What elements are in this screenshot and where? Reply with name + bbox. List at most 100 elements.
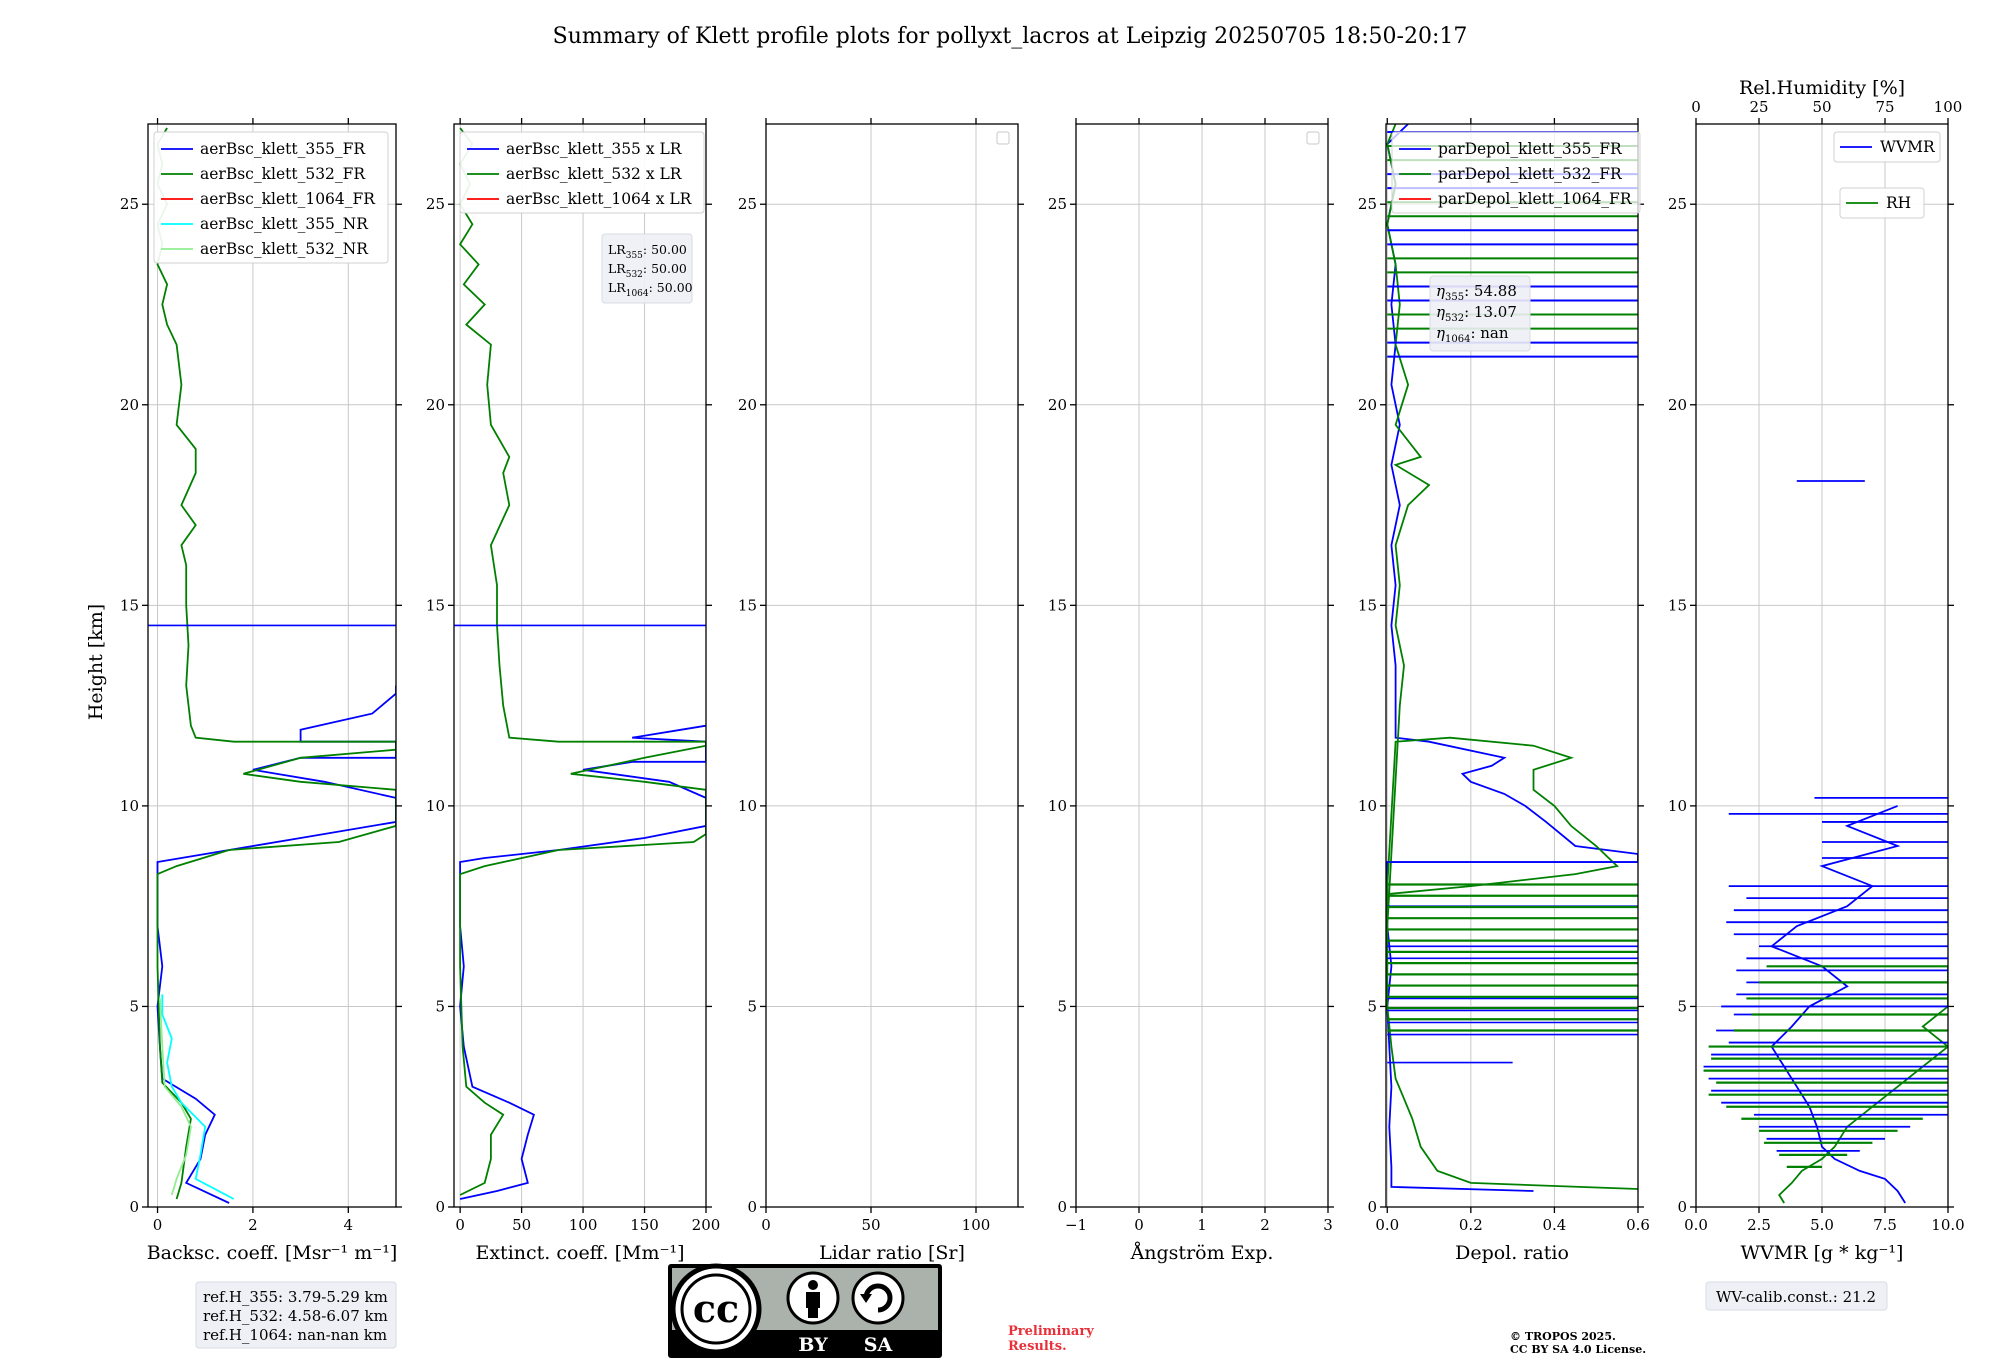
copyright-line-1: © TROPOS 2025. xyxy=(1510,1330,1616,1343)
xtick-label-ext: 0 xyxy=(455,1216,465,1234)
legend-ext: aerBsc_klett_355 x LR aerBsc_klett_532 x … xyxy=(459,131,705,214)
ytick-label-ang: 0 xyxy=(1057,1198,1067,1216)
ytick-label-depol: 0 xyxy=(1367,1198,1377,1216)
series-aerBsc_klett_355_NR xyxy=(161,994,235,1200)
xtick-label-ang: −1 xyxy=(1065,1216,1087,1234)
axes-frame-depol xyxy=(1385,123,1639,1208)
xtick-label-depol: 0.4 xyxy=(1542,1216,1566,1234)
ytick-label-ext: 25 xyxy=(426,195,445,213)
xtick-label-ext: 50 xyxy=(512,1216,531,1234)
xtick-label-depol: 0.2 xyxy=(1459,1216,1483,1234)
legend-bsc: aerBsc_klett_355_FR aerBsc_klett_532_FRae… xyxy=(153,131,389,264)
xtick-label-wv: 7.5 xyxy=(1873,1216,1897,1234)
ytick-label-lr: 15 xyxy=(738,596,757,614)
refh-532: ref.H_532: 4.58-6.07 km xyxy=(203,1307,388,1325)
ytick-label-ang: 5 xyxy=(1057,997,1067,1015)
ytick-label-ext: 5 xyxy=(435,997,445,1015)
legend-label: WVMR xyxy=(1880,138,1936,156)
xtick-label-depol: 0.6 xyxy=(1626,1216,1650,1234)
ytick-label-wv: 20 xyxy=(1668,396,1687,414)
series-aerBsc_klett_532_NR xyxy=(159,998,192,1196)
legend-label: parDepol_klett_355_FR xyxy=(1438,140,1623,158)
top-xtick-label: 75 xyxy=(1875,98,1894,116)
ytick-label-bsc: 10 xyxy=(120,797,139,815)
legend-WVMR: WVMR xyxy=(1833,131,1941,163)
refh-1064: ref.H_1064: nan-nan km xyxy=(203,1326,387,1344)
preliminary-line-2: Results. xyxy=(1008,1339,1067,1354)
legend-label: aerBsc_klett_532_FR xyxy=(200,165,366,183)
ytick-label-bsc: 20 xyxy=(120,396,139,414)
top-xtick-label: 100 xyxy=(1934,98,1963,116)
ytick-label-bsc: 0 xyxy=(129,1198,139,1216)
series-WVMR xyxy=(1769,805,1906,1204)
xtick-label-ang: 2 xyxy=(1260,1216,1270,1234)
ytick-label-lr: 20 xyxy=(738,396,757,414)
empty-legend-box xyxy=(1306,131,1320,145)
ytick-label-wv: 0 xyxy=(1677,1198,1687,1216)
xtick-label-bsc: 2 xyxy=(248,1216,258,1234)
axes-frame-lr xyxy=(765,123,1019,1208)
xtick-label-wv: 5.0 xyxy=(1810,1216,1834,1234)
preliminary-line-1: Preliminary xyxy=(1008,1324,1094,1339)
series-aerBsc_klett_355_FR xyxy=(156,685,396,1204)
series-aerBsc_klett_532_FR xyxy=(156,127,396,1200)
annotation-line: LR532: 50.00 xyxy=(608,261,687,280)
legend-label: aerBsc_klett_355 x LR xyxy=(506,140,683,158)
xtick-label-ext: 100 xyxy=(569,1216,598,1234)
legend-label: aerBsc_klett_1064 x LR xyxy=(506,190,693,208)
ytick-label-ext: 15 xyxy=(426,596,445,614)
empty-legend-box xyxy=(996,131,1010,145)
ytick-label-bsc: 15 xyxy=(120,596,139,614)
annotation-line: η1064: nan xyxy=(1436,324,1509,345)
annotation-line: η532: 13.07 xyxy=(1436,303,1517,324)
xtick-label-lr: 0 xyxy=(761,1216,771,1234)
wv-calibration-constant: WV-calib.const.: 21.2 xyxy=(1716,1288,1876,1306)
ytick-label-wv: 10 xyxy=(1668,797,1687,815)
panel-bsc: 0 5 10 15 20 25 0 2 4 Backsc. coeff. [Msr⁻¹ m⁻¹] a… xyxy=(120,118,402,1264)
legend-label: aerBsc_klett_355_NR xyxy=(200,215,369,233)
ytick-label-depol: 10 xyxy=(1358,797,1377,815)
legend-label: aerBsc_klett_355_FR xyxy=(200,140,366,158)
x-axis-label-wv: WVMR [g * kg⁻¹] xyxy=(1741,1242,1904,1264)
ytick-label-depol: 15 xyxy=(1358,596,1377,614)
ytick-label-ang: 20 xyxy=(1048,396,1067,414)
ytick-label-depol: 20 xyxy=(1358,396,1377,414)
axes-frame-bsc xyxy=(147,123,397,1208)
top-xtick-label: 0 xyxy=(1691,98,1701,116)
x-axis-label-ang: Ångström Exp. xyxy=(1130,1242,1274,1264)
xtick-label-ext: 150 xyxy=(630,1216,659,1234)
ytick-label-bsc: 5 xyxy=(129,997,139,1015)
xtick-label-ang: 1 xyxy=(1197,1216,1207,1234)
legend-label: RH xyxy=(1886,194,1911,212)
xtick-label-lr: 100 xyxy=(962,1216,991,1234)
wv-calibration-box: WV-calib.const.: 21.2 xyxy=(1705,1281,1888,1311)
top-x-axis-label: Rel.Humidity [%] xyxy=(1739,77,1905,99)
legend-label: parDepol_klett_532_FR xyxy=(1438,165,1623,183)
legend-label: aerBsc_klett_1064_FR xyxy=(200,190,376,208)
panel-depol: 0 5 10 15 20 25 0.0 0.2 0.4 0.6 Depol. ratio parDep… xyxy=(1358,118,1650,1264)
xtick-label-depol: 0.0 xyxy=(1375,1216,1399,1234)
annotation-line: η355: 54.88 xyxy=(1436,282,1517,303)
x-axis-label-lr: Lidar ratio [Sr] xyxy=(819,1242,965,1264)
x-axis-label-depol: Depol. ratio xyxy=(1455,1242,1569,1264)
xtick-label-wv: 2.5 xyxy=(1747,1216,1771,1234)
series-parDepol_klett_355_FR xyxy=(1386,124,1638,1192)
ytick-label-bsc: 25 xyxy=(120,195,139,213)
ytick-label-ang: 10 xyxy=(1048,797,1067,815)
legend-label: aerBsc_klett_532_NR xyxy=(200,240,369,258)
x-axis-label-ext: Extinct. coeff. [Mm⁻¹] xyxy=(475,1242,684,1264)
legend-RH: RH xyxy=(1839,187,1925,219)
data-wv xyxy=(1703,480,1948,1204)
cc-by-sa-badge: cc BY SA xyxy=(668,1263,942,1358)
ytick-label-lr: 0 xyxy=(747,1198,757,1216)
xtick-label-lr: 50 xyxy=(861,1216,880,1234)
xtick-label-bsc: 4 xyxy=(344,1216,354,1234)
xtick-label-bsc: 0 xyxy=(153,1216,163,1234)
ytick-label-ext: 20 xyxy=(426,396,445,414)
ytick-label-wv: 5 xyxy=(1677,997,1687,1015)
ytick-label-ang: 25 xyxy=(1048,195,1067,213)
